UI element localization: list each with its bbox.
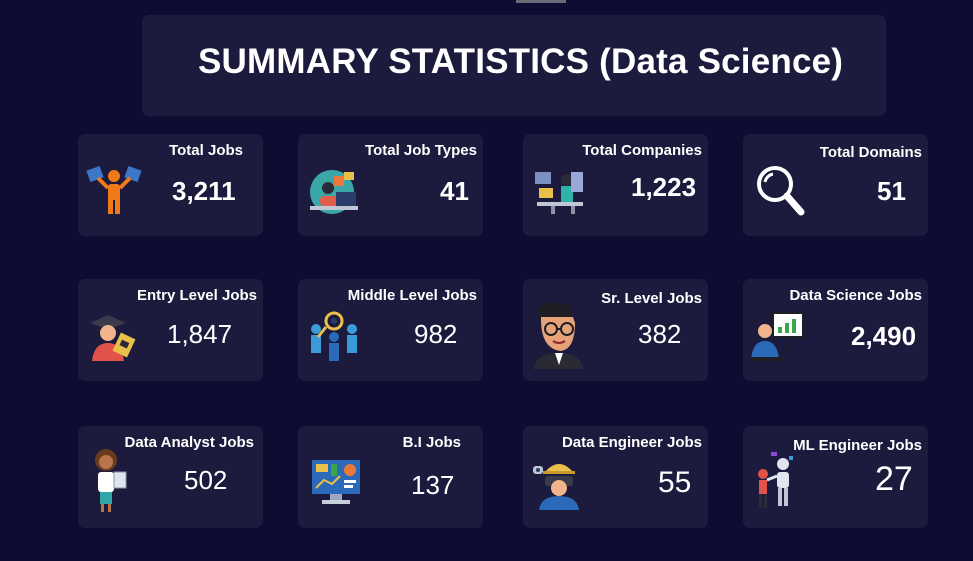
- presenter-chart-icon: [751, 307, 807, 363]
- card-label: Total Domains: [819, 144, 922, 161]
- card-label: Data Analyst Jobs: [124, 434, 255, 451]
- card-value: 1,223: [631, 172, 697, 202]
- card-total-domains[interactable]: Total Domains 51: [743, 134, 928, 236]
- card-data-science-jobs[interactable]: Data Science Jobs 2,490: [743, 279, 928, 381]
- robot-human-icon: [751, 450, 799, 510]
- card-value: 41: [440, 176, 469, 206]
- card-label: B.I Jobs: [402, 434, 461, 451]
- card-value: 27: [875, 460, 913, 498]
- title-panel: SUMMARY STATISTICS (Data Science): [142, 15, 886, 116]
- card-value: 982: [414, 319, 458, 349]
- card-label: Total Job Types: [365, 142, 477, 159]
- card-sr-level-jobs[interactable]: Sr. Level Jobs 382: [523, 279, 708, 381]
- team-search-icon: [306, 307, 362, 363]
- card-label: Middle Level Jobs: [347, 287, 477, 304]
- card-bi-jobs[interactable]: B.I Jobs 137: [298, 426, 483, 528]
- card-label: Data Science Jobs: [789, 287, 922, 304]
- card-label: Sr. Level Jobs: [601, 290, 702, 307]
- card-label: Total Jobs: [169, 142, 243, 159]
- person-books-icon: [86, 162, 142, 218]
- page-title: SUMMARY STATISTICS (Data Science): [198, 42, 844, 81]
- card-value: 55: [658, 466, 692, 499]
- card-entry-level-jobs[interactable]: Entry Level Jobs 1,847: [78, 279, 263, 381]
- card-label: Total Companies: [582, 142, 702, 159]
- graduate-icon: [86, 307, 142, 363]
- card-data-analyst-jobs[interactable]: Data Analyst Jobs 502: [78, 426, 263, 528]
- card-value: 1,847: [167, 319, 233, 349]
- card-label: Entry Level Jobs: [136, 287, 257, 304]
- card-label: Data Engineer Jobs: [561, 434, 702, 451]
- card-value: 502: [184, 465, 228, 495]
- office-workers-icon: [531, 162, 587, 218]
- card-value: 382: [638, 319, 682, 349]
- top-handle[interactable]: [516, 0, 566, 3]
- card-label: ML Engineer Jobs: [793, 437, 922, 454]
- analyst-woman-icon: [88, 448, 132, 512]
- worker-desk-icon: [306, 162, 362, 218]
- card-total-job-types[interactable]: Total Job Types 41: [298, 134, 483, 236]
- card-total-jobs[interactable]: Total Jobs 3,211: [78, 134, 263, 236]
- card-value: 2,490: [851, 321, 917, 351]
- dashboard-monitor-icon: [306, 454, 362, 510]
- card-middle-level-jobs[interactable]: Middle Level Jobs 982: [298, 279, 483, 381]
- engineer-vr-icon: [531, 454, 587, 510]
- card-value: 51: [877, 176, 906, 206]
- card-value: 3,211: [172, 176, 236, 206]
- senior-man-icon: [529, 299, 587, 369]
- card-total-companies[interactable]: Total Companies 1,223: [523, 134, 708, 236]
- card-data-engineer-jobs[interactable]: Data Engineer Jobs 55: [523, 426, 708, 528]
- magnifier-icon: [751, 162, 807, 218]
- card-ml-engineer-jobs[interactable]: ML Engineer Jobs 27: [743, 426, 928, 528]
- card-value: 137: [411, 470, 455, 500]
